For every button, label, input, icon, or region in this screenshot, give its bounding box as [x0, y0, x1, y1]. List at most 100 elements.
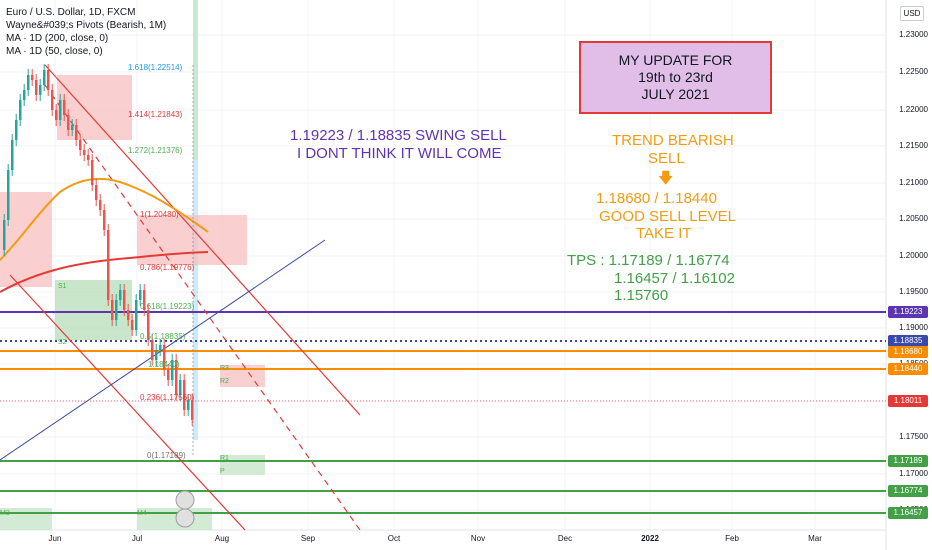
candle-body: [71, 125, 74, 130]
candle-body: [87, 155, 90, 160]
candle-body: [7, 170, 10, 220]
pivot-label: S1: [58, 283, 67, 290]
price-tag: 1.19223: [888, 306, 928, 318]
event-flag-icon: [175, 490, 195, 510]
highlight-bar-top: [193, 0, 198, 160]
candle-body: [179, 380, 182, 395]
price-tag: 1.16774: [888, 485, 928, 497]
price-axis-label: 1.17000: [899, 469, 928, 478]
candle-body: [75, 125, 78, 140]
trend-note-line2: SELL: [648, 150, 685, 167]
time-axis-label: Aug: [214, 534, 230, 543]
trend-line: [0, 239, 326, 461]
trend-note-line3: 1.18680 / 1.18440: [596, 190, 717, 207]
candle-body: [63, 100, 66, 115]
candle-body: [51, 90, 54, 110]
price-axis-label: 1.21000: [899, 178, 928, 187]
candle-body: [139, 290, 142, 300]
fib-level-label: 1.18440): [148, 360, 180, 369]
candle-body: [131, 320, 134, 330]
support-zone: [137, 508, 212, 530]
candle-body: [11, 140, 14, 170]
trend-note-line4: GOOD SELL LEVEL: [599, 208, 737, 225]
resistance-zone: [137, 215, 247, 265]
price-axis-label: 1.22000: [899, 105, 928, 114]
fib-level-label: 1(1.20480): [140, 210, 179, 219]
swing-note-line1: 1.19223 / 1.18835 SWING SELL: [290, 127, 507, 144]
candle-body: [171, 360, 174, 380]
fib-level-label: 0.618(1.19223): [140, 302, 195, 311]
price-tag: 1.17189: [888, 455, 928, 467]
price-tag: 1.18440: [888, 363, 928, 375]
time-axis-label: Sep: [300, 534, 316, 543]
candle-body: [27, 75, 30, 90]
fib-level-label: 0.5(1.18835): [140, 332, 186, 341]
time-axis-label: Oct: [387, 534, 401, 543]
candle-body: [83, 150, 86, 155]
currency-button[interactable]: USD: [900, 6, 924, 21]
candle-body: [167, 370, 170, 380]
price-axis-label: 1.20500: [899, 214, 928, 223]
candle-body: [175, 360, 178, 395]
pivot-label: M4: [137, 510, 147, 517]
candle-body: [47, 70, 50, 90]
candle-body: [127, 310, 130, 320]
update-box: [579, 41, 772, 114]
candle-body: [147, 310, 150, 340]
candle-body: [55, 110, 58, 120]
pivot-label: R2: [220, 378, 229, 385]
swing-note-line2: I DONT THINK IT WILL COME: [297, 145, 502, 162]
fib-level-label: 0.786(1.19776): [140, 263, 195, 272]
candle-body: [155, 350, 158, 360]
legend-symbol[interactable]: Euro / U.S. Dollar, 1D, FXCM: [6, 7, 136, 18]
candle-body: [99, 200, 102, 210]
trend-note-line1: TREND BEARISH: [612, 132, 734, 149]
candle-body: [187, 400, 190, 410]
legend-ma200[interactable]: MA · 1D (200, close, 0): [6, 33, 109, 44]
down-arrow-icon: 🡇: [658, 170, 674, 187]
candle-body: [79, 140, 82, 150]
update-box-line1: MY UPDATE FOR: [618, 52, 733, 68]
legend-pivots[interactable]: Wayne&#039;s Pivots (Bearish, 1M): [6, 20, 167, 31]
candle-body: [23, 90, 26, 100]
legend-ma50[interactable]: MA · 1D (50, close, 0): [6, 46, 103, 57]
time-axis-label: Jul: [131, 534, 143, 543]
candles-group: [3, 64, 194, 426]
fib-level-label: 1.272(1.21376): [128, 146, 183, 155]
pivot-label: R1: [220, 455, 229, 462]
price-tag: 1.18680: [888, 346, 928, 358]
price-tag: 1.16457: [888, 507, 928, 519]
price-axis-label: 1.23000: [899, 30, 928, 39]
price-tag: 1.18011: [888, 395, 928, 407]
candle-body: [67, 115, 70, 130]
update-box-line3: JULY 2021: [641, 86, 710, 102]
tps-note-line2: 1.16457 / 1.16102: [614, 270, 735, 287]
candle-body: [91, 160, 94, 185]
chart-legend: Euro / U.S. Dollar, 1D, FXCM Wayne&#039;…: [6, 6, 166, 58]
channel-mid-line: [44, 84, 361, 531]
time-axis-label: Jun: [48, 534, 62, 543]
candle-body: [15, 120, 18, 140]
candle-body: [159, 345, 162, 350]
candle-body: [135, 300, 138, 330]
candle-body: [107, 230, 110, 300]
candle-body: [35, 80, 38, 95]
candle-body: [39, 85, 42, 95]
price-axis-label: 1.22500: [899, 67, 928, 76]
fib-level-label: 1.414(1.21843): [128, 110, 183, 119]
fib-level-label: 0.236(1.17560): [140, 393, 195, 402]
candle-body: [31, 75, 34, 80]
time-axis-label: Feb: [725, 534, 739, 543]
candle-body: [43, 70, 46, 85]
candle-body: [103, 210, 106, 230]
candle-body: [163, 345, 166, 370]
candle-body: [151, 340, 154, 360]
time-axis-label: Mar: [808, 534, 822, 543]
price-axis-label: 1.19000: [899, 323, 928, 332]
pivot-label: R3: [220, 365, 229, 372]
candle-body: [59, 100, 62, 120]
time-axis-label: Dec: [557, 534, 573, 543]
price-axis-label: 1.21500: [899, 141, 928, 150]
candle-body: [191, 400, 194, 420]
